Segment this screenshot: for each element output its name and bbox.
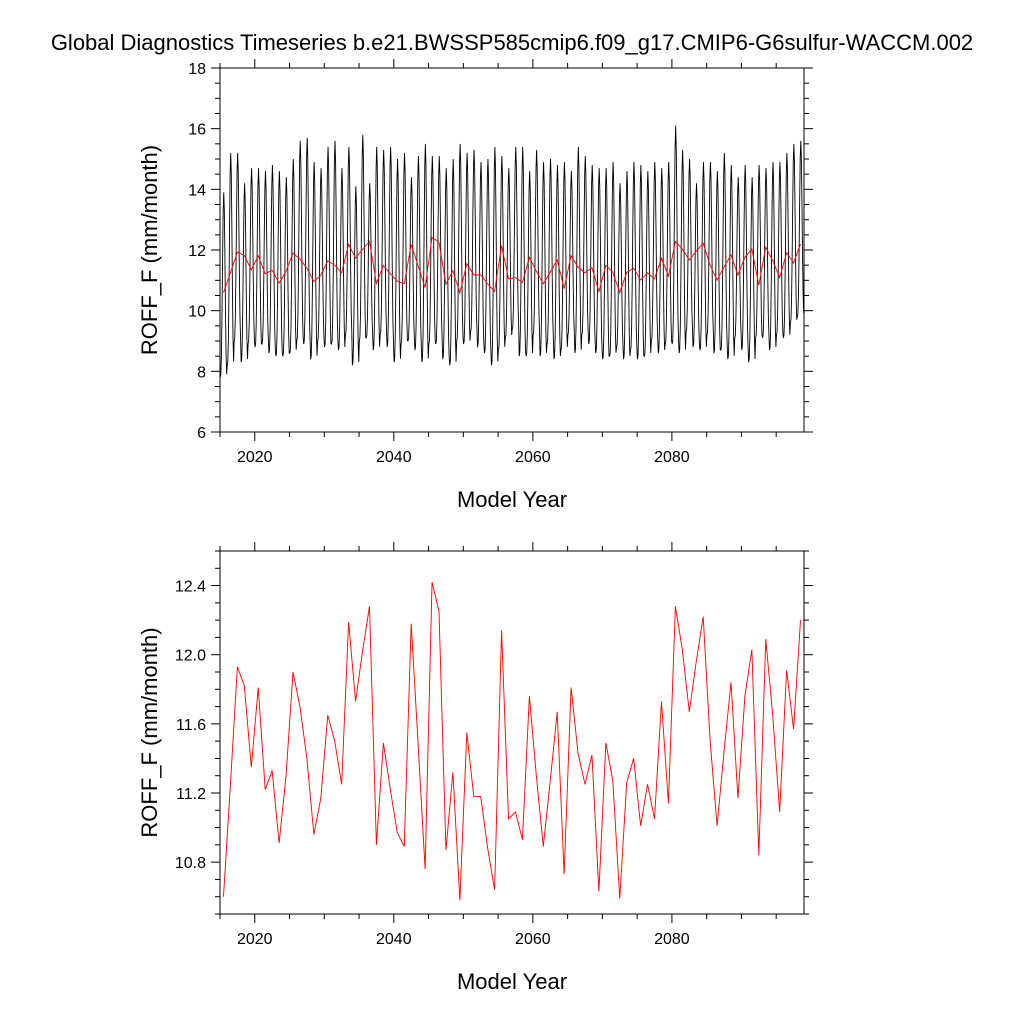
x-tick-label: 2060 — [515, 931, 551, 948]
y-tick-label: 12 — [188, 243, 206, 260]
x-tick-label: 2020 — [237, 931, 273, 948]
y-tick-label: 16 — [188, 122, 206, 139]
annual-mean-series-line — [223, 582, 801, 901]
x-tick-label: 2080 — [654, 449, 690, 466]
y-tick-label: 11.6 — [176, 717, 206, 734]
plot-frame — [219, 550, 805, 915]
plot-frame — [219, 67, 805, 433]
y-tick-label: 12.0 — [175, 648, 206, 665]
y-tick-label: 6 — [197, 425, 206, 442]
annual-mean-series-line — [223, 236, 801, 295]
figure-title: Global Diagnostics Timeseries b.e21.BWSS… — [50, 30, 974, 55]
x-axis-label: Model Year — [457, 969, 567, 994]
y-tick-label: 18 — [188, 61, 206, 78]
x-tick-label: 2040 — [376, 931, 412, 948]
y-tick-label: 10.8 — [175, 855, 206, 872]
y-axis-label: ROFF_F (mm/month) — [137, 627, 162, 837]
x-tick-label: 2040 — [376, 449, 412, 466]
y-tick-label: 14 — [188, 182, 206, 199]
y-tick-label: 10 — [188, 304, 206, 321]
y-tick-label: 12.4 — [175, 579, 206, 596]
x-axis-label: Model Year — [457, 487, 567, 512]
y-axis-label: ROFF_F (mm/month) — [137, 145, 162, 355]
y-tick-label: 8 — [197, 364, 206, 381]
y-tick-label: 11.2 — [176, 786, 206, 803]
monthly-series-line — [220, 125, 804, 378]
x-tick-label: 2020 — [237, 449, 273, 466]
x-tick-label: 2080 — [654, 931, 690, 948]
x-tick-label: 2060 — [515, 449, 551, 466]
